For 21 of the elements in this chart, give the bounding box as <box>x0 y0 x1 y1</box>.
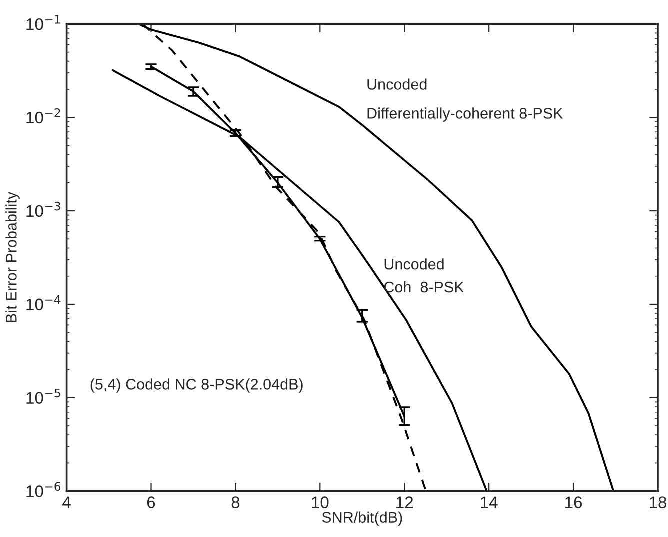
y-tick-label: 10$^{−3}$ <box>26 202 60 218</box>
annotation: (5,4) Coded NC 8-PSK(2.04dB) <box>90 378 303 393</box>
x-tick-label: 8 <box>232 496 240 508</box>
x-tick-label: 10 <box>312 496 329 508</box>
x-tick-label: 12 <box>396 496 414 508</box>
x-tick-label: 14 <box>481 496 498 508</box>
y-axis-title: Bit Error Probability <box>6 192 20 322</box>
x-tick-label: 16 <box>566 496 582 508</box>
y-tick-label: 10$^{−5}$ <box>26 388 60 404</box>
annotation: Uncoded <box>368 78 427 90</box>
y-tick-label: 10$^{−4}$ <box>26 296 61 311</box>
annotation: Coh 8-PSK <box>384 281 464 293</box>
y-tick-label: 10$^{−2}$ <box>26 108 60 124</box>
y-tick-label: 10$^{−1}$ <box>26 15 60 30</box>
annotation: Uncoded <box>384 258 444 270</box>
x-axis-title: SNR/bit(dB) <box>322 512 402 526</box>
x-tick-label: 18 <box>650 496 667 508</box>
y-tick-label: 10$^{−6}$ <box>26 482 61 498</box>
x-tick-label: 6 <box>147 496 156 508</box>
annotation: Differentially-coherent 8-PSK <box>368 108 564 122</box>
x-tick-label: 4 <box>62 496 71 508</box>
